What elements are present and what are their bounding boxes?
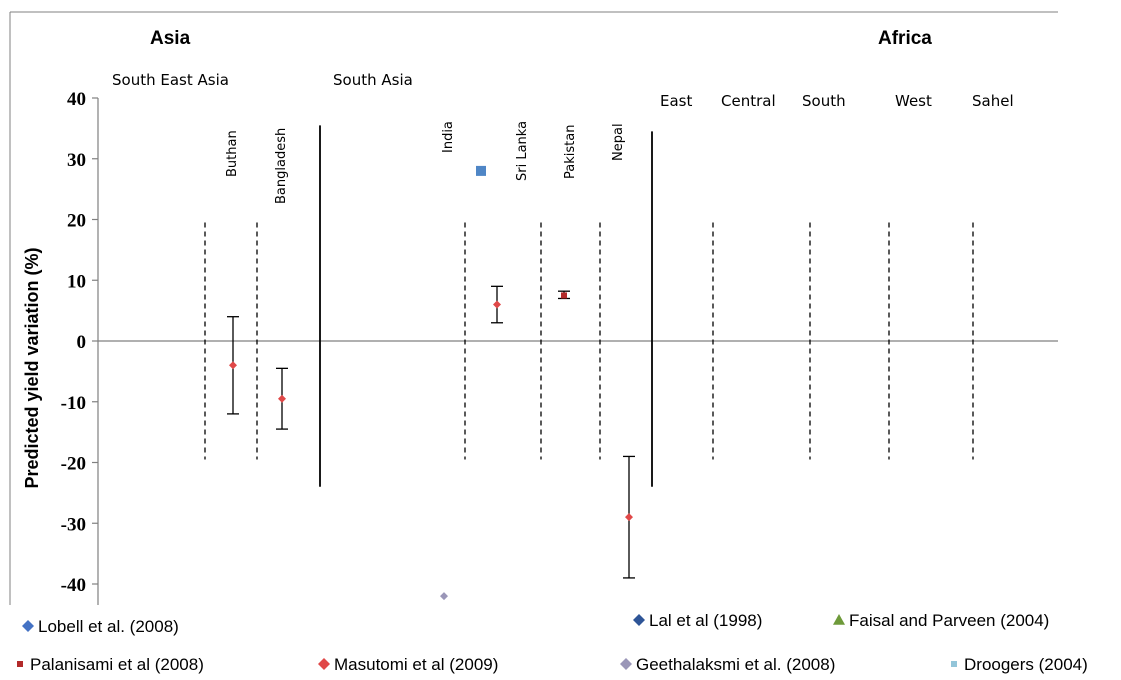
legend-marker xyxy=(17,661,23,667)
chart-frame xyxy=(9,11,1058,605)
y-tick-label: 30 xyxy=(67,150,86,171)
legend-entry: Lobell et al. (2008) xyxy=(38,617,179,636)
subregion-label-south-east-asia: South East Asia xyxy=(112,71,229,89)
legend-entry: Geethalaksmi et al. (2008) xyxy=(636,655,835,674)
legend-marker xyxy=(22,620,34,632)
country-label-nepal: Nepal xyxy=(611,123,626,161)
country-label-pakistan: Pakistan xyxy=(563,125,578,179)
legend-marker xyxy=(318,658,330,670)
country-label-buthan: Buthan xyxy=(225,130,240,177)
legend-marker xyxy=(633,614,645,626)
legend-entry: Faisal and Parveen (2004) xyxy=(849,611,1049,630)
data-point xyxy=(493,300,501,309)
y-tick-label: 10 xyxy=(67,271,86,292)
y-tick-label: -20 xyxy=(61,454,86,475)
data-point xyxy=(625,513,633,522)
legend-entry: Palanisami et al (2008) xyxy=(30,655,204,674)
region-label-asia: Asia xyxy=(150,28,191,49)
legend-entry: Lal et al (1998) xyxy=(649,611,762,630)
y-tick-label: 20 xyxy=(67,211,86,232)
y-tick-label: -40 xyxy=(61,575,86,596)
chart-labels: Asia Africa South East Asia South Asia E… xyxy=(22,28,1014,489)
legend: Lobell et al. (2008) Lal et al (1998) Fais… xyxy=(17,611,1088,674)
data-point xyxy=(229,361,237,370)
y-tick-label: -10 xyxy=(61,393,86,414)
chart-marks xyxy=(227,165,635,601)
y-tick-label: 0 xyxy=(77,332,87,353)
subregion-label-sahel: Sahel xyxy=(972,92,1014,110)
subregion-label-south-asia: South Asia xyxy=(333,71,413,89)
subregion-label-south: South xyxy=(802,92,846,110)
subregion-label-central: Central xyxy=(721,92,776,110)
data-point xyxy=(278,394,286,403)
y-tick-label: 40 xyxy=(67,89,86,110)
data-point xyxy=(561,292,567,299)
subregion-label-west: West xyxy=(895,92,932,110)
subregion-label-east: East xyxy=(660,92,692,110)
country-label-india: India xyxy=(441,121,456,153)
region-label-africa: Africa xyxy=(878,28,932,49)
legend-marker xyxy=(951,661,957,667)
y-axis-ticks: 40 30 20 10 0 -10 -20 -30 -40 xyxy=(61,89,98,596)
country-label-sri-lanka: Sri Lanka xyxy=(515,121,530,181)
data-point xyxy=(440,592,448,601)
legend-entry: Masutomi et al (2009) xyxy=(334,655,498,674)
y-axis-title: Predicted yield variation (%) xyxy=(22,247,42,488)
y-tick-label: -30 xyxy=(61,514,86,535)
legend-entry: Droogers (2004) xyxy=(964,655,1088,674)
country-label-bangladesh: Bangladesh xyxy=(274,128,289,204)
legend-marker xyxy=(620,658,632,670)
data-point-india-square xyxy=(476,165,486,176)
legend-marker xyxy=(833,614,845,625)
